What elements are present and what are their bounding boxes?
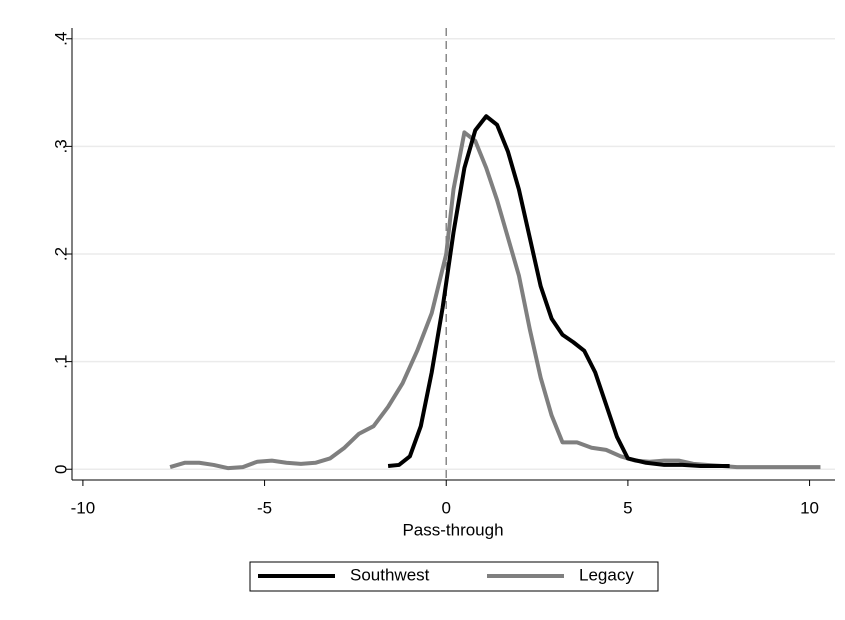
y-tick-label: 0 [51, 465, 70, 474]
x-tick-label: -10 [71, 498, 96, 517]
x-tick-label: 10 [800, 498, 819, 517]
y-tick-label: .3 [51, 139, 70, 153]
y-tick-label: .1 [51, 355, 70, 369]
y-tick-label: .4 [51, 32, 70, 46]
x-tick-label: 5 [623, 498, 632, 517]
x-tick-label: -5 [257, 498, 272, 517]
series-line [387, 114, 730, 469]
x-axis-title: Pass-through [402, 520, 503, 539]
y-tick-label: .2 [51, 247, 70, 261]
legend-label: Southwest [350, 565, 430, 584]
legend-label: Legacy [579, 565, 634, 584]
x-tick-label: 0 [441, 498, 450, 517]
